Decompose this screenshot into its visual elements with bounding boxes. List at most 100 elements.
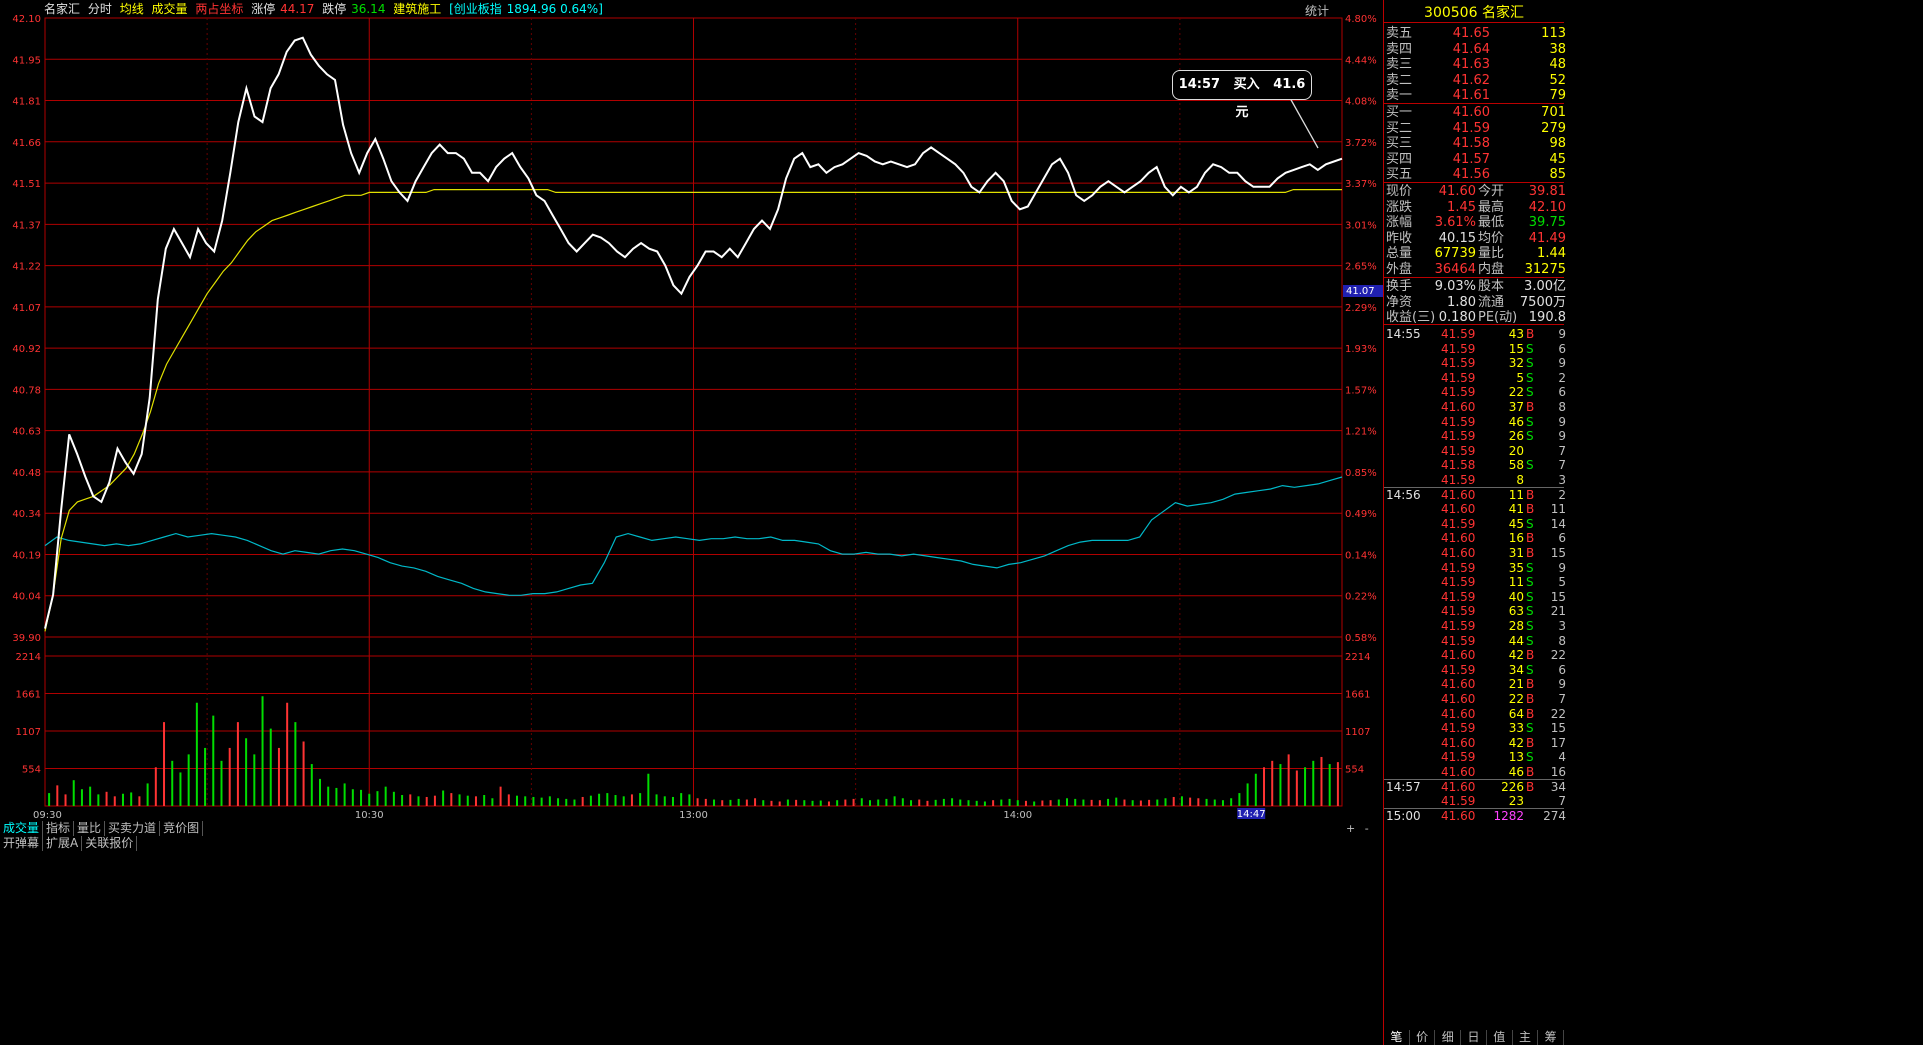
tick-volume: 28 (1508, 619, 1524, 633)
tick-count: 9 (1558, 677, 1566, 692)
price-axis-label: 40.19 (12, 550, 41, 561)
overlay-label[interactable]: 两占坐标 (195, 2, 244, 16)
tab-indicator[interactable]: 指标 (43, 821, 75, 836)
tick-price: 41.60 (1441, 531, 1476, 546)
ask-row[interactable]: 卖五 41.65 113 (1386, 26, 1566, 41)
tick-row[interactable]: 41.59 5 S 2 (1386, 371, 1566, 386)
detail-tab[interactable]: 值 (1487, 1030, 1513, 1045)
tick-row[interactable]: 41.60 22 B 7 (1386, 692, 1566, 707)
tab-volume[interactable]: 成交量 (0, 821, 44, 836)
sector-label[interactable]: 建筑施工 (393, 2, 442, 16)
tick-row[interactable]: 41.59 23 7 (1386, 794, 1566, 809)
tick-row[interactable]: 41.59 22 S 6 (1386, 385, 1566, 400)
ask-price: 41.61 (1452, 88, 1490, 103)
time-axis-label: 09:30 (33, 810, 62, 821)
fund-label-2: PE(动) (1478, 310, 1518, 325)
quote-value-2: 39.81 (1528, 184, 1566, 199)
tick-row[interactable]: 41.59 15 S 6 (1386, 342, 1566, 357)
tick-row[interactable]: 41.60 21 B 9 (1386, 677, 1566, 692)
tick-count: 9 (1558, 429, 1566, 444)
tick-row[interactable]: 41.59 32 S 9 (1386, 356, 1566, 371)
zoom-in-button[interactable]: + (1346, 822, 1356, 835)
quote-label: 昨收 (1386, 230, 1413, 246)
bid-price: 41.59 (1452, 120, 1490, 136)
tick-count: 3 (1558, 473, 1566, 487)
tick-price: 41.59 (1441, 341, 1476, 356)
tick-row[interactable]: 41.59 45 S 14 (1386, 517, 1566, 532)
ask-row[interactable]: 卖一 41.61 79 (1386, 88, 1566, 103)
vol-axis-label: 554 (22, 765, 41, 776)
price-axis-label: 40.34 (12, 509, 41, 520)
detail-tab[interactable]: 笔 (1384, 1030, 1410, 1045)
volume-label[interactable]: 成交量 (151, 2, 188, 16)
tick-row[interactable]: 41.59 28 S 3 (1386, 619, 1566, 634)
tick-row[interactable]: 15:00 41.60 1282 274 (1386, 809, 1566, 824)
limit-up-label: 涨停 (251, 2, 276, 16)
bid-row[interactable]: 买一 41.60 701 (1386, 105, 1566, 120)
tick-price: 41.60 (1441, 546, 1476, 560)
tick-price: 41.60 (1441, 487, 1476, 502)
detail-tab[interactable]: 主 (1513, 1030, 1539, 1045)
tick-row[interactable]: 41.60 46 B 16 (1386, 765, 1566, 780)
tick-row[interactable]: 41.59 13 S 4 (1386, 750, 1566, 765)
cursor-price: 41.07 (1346, 286, 1375, 297)
price-axis-label: 40.04 (12, 592, 41, 603)
tab-volume-ratio[interactable]: 量比 (74, 821, 106, 836)
tick-row[interactable]: 41.59 46 S 9 (1386, 415, 1566, 430)
avg-line-label[interactable]: 均线 (119, 2, 144, 16)
tab-auction[interactable]: 竞价图 (160, 821, 204, 836)
tick-row[interactable]: 14:57 41.60 226 B 34 (1386, 780, 1566, 795)
detail-tab[interactable]: 价 (1410, 1030, 1436, 1045)
tick-row[interactable]: 41.59 44 S 8 (1386, 634, 1566, 649)
tick-price: 41.59 (1441, 633, 1476, 648)
price-axis-label: 41.22 (12, 262, 41, 273)
detail-tab[interactable]: 细 (1435, 1030, 1462, 1045)
tick-row[interactable]: 41.60 31 B 15 (1386, 546, 1566, 561)
tab-extend[interactable]: 扩展A (43, 836, 83, 851)
tick-row[interactable]: 41.59 8 3 (1386, 473, 1566, 488)
tick-row[interactable]: 41.59 40 S 15 (1386, 590, 1566, 605)
ask-row[interactable]: 卖四 41.64 38 (1386, 42, 1566, 57)
tick-row[interactable]: 41.58 58 S 7 (1386, 458, 1566, 473)
tick-row[interactable]: 41.60 16 B 6 (1386, 531, 1566, 546)
tick-row[interactable]: 41.60 37 B 8 (1386, 400, 1566, 415)
tick-price: 41.59 (1441, 414, 1476, 429)
tick-price: 41.59 (1441, 604, 1476, 619)
tick-row[interactable]: 14:55 41.59 43 B 9 (1386, 327, 1566, 342)
tick-row[interactable]: 41.59 11 S 5 (1386, 575, 1566, 590)
zoom-out-button[interactable]: - (1364, 822, 1369, 835)
tooltip-action: 买入 (1233, 77, 1260, 92)
tick-row[interactable]: 41.59 26 S 9 (1386, 429, 1566, 444)
tick-row[interactable]: 41.60 42 B 22 (1386, 648, 1566, 663)
tick-row[interactable]: 41.60 42 B 17 (1386, 736, 1566, 751)
quote-label-2: 均价 (1478, 230, 1505, 246)
quote-value-2: 31275 (1524, 261, 1566, 277)
detail-tab[interactable]: 筹 (1538, 1030, 1565, 1045)
ask-label: 卖五 (1386, 26, 1413, 41)
tab-danmaku[interactable]: 开弹幕 (0, 836, 44, 851)
stats-button[interactable]: 统计 (1305, 4, 1330, 18)
tick-row[interactable]: 41.60 64 B 22 (1386, 707, 1566, 722)
ask-row[interactable]: 卖二 41.62 52 (1386, 73, 1566, 88)
cursor-price-box (1343, 285, 1383, 297)
tick-row[interactable]: 41.60 41 B 11 (1386, 502, 1566, 517)
tab-minute[interactable]: 分时 (87, 2, 112, 16)
bid-row[interactable]: 买三 41.58 98 (1386, 136, 1566, 151)
bid-row[interactable]: 买五 41.56 85 (1386, 167, 1566, 182)
tick-row[interactable]: 41.59 34 S 6 (1386, 663, 1566, 678)
detail-tab[interactable]: 日 (1461, 1030, 1487, 1045)
tick-row[interactable]: 41.59 63 S 21 (1386, 604, 1566, 619)
bid-row[interactable]: 买二 41.59 279 (1386, 121, 1566, 136)
ask-row[interactable]: 卖三 41.63 48 (1386, 57, 1566, 72)
bid-row[interactable]: 买四 41.57 45 (1386, 152, 1566, 167)
tick-row[interactable]: 41.59 20 7 (1386, 444, 1566, 459)
tab-buy-sell-force[interactable]: 买卖力道 (105, 821, 161, 836)
tab-related-quote[interactable]: 关联报价 (82, 836, 138, 851)
fund-value-2: 190.8 (1528, 310, 1566, 325)
tick-row[interactable]: 41.59 33 S 15 (1386, 721, 1566, 736)
quote-value: 67739 (1434, 246, 1476, 261)
tick-row[interactable]: 41.59 35 S 9 (1386, 561, 1566, 576)
tick-row[interactable]: 14:56 41.60 11 B 2 (1386, 488, 1566, 503)
tick-price: 41.60 (1441, 779, 1476, 794)
intraday-chart[interactable]: 42.10 4.80% 41.95 4.44% 41.81 4.08% 41.66 3.72%… (0, 0, 1383, 825)
